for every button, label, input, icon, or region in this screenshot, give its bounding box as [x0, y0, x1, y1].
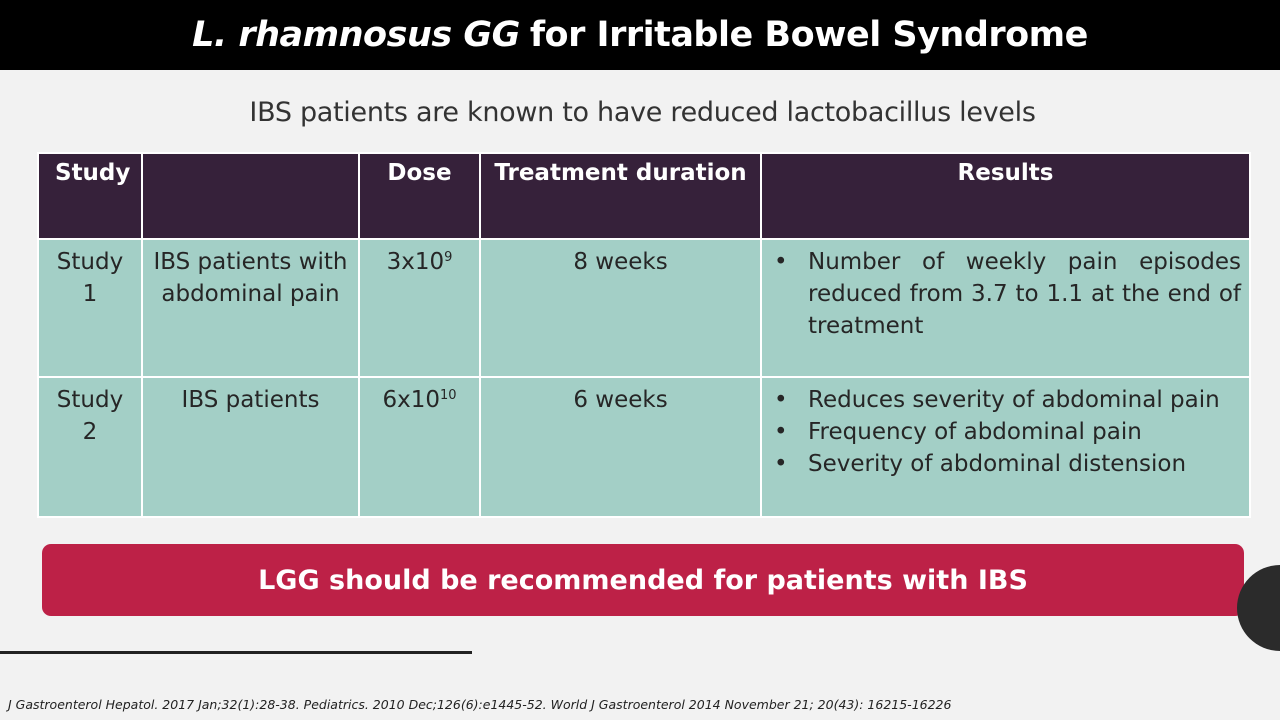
- title-organism: L. rhamnosus GG: [192, 15, 520, 55]
- cell-dose: 3x109: [358, 238, 481, 378]
- header-duration: Treatment duration: [479, 152, 762, 240]
- header-study: Study: [37, 152, 143, 240]
- cell-results: Number of weekly pain episodes reduced f…: [760, 238, 1251, 378]
- table-header-row: Study Dose Treatment duration Results: [37, 152, 1251, 240]
- cell-results: Reduces severity of abdominal pain Frequ…: [760, 376, 1251, 518]
- result-item: Number of weekly pain episodes reduced f…: [770, 246, 1241, 342]
- result-item: Frequency of abdominal pain: [770, 416, 1241, 448]
- dose-exponent: 10: [439, 388, 457, 403]
- conclusion-banner: LGG should be recommended for patients w…: [42, 544, 1244, 616]
- header-dose: Dose: [358, 152, 481, 240]
- dose-base: 6x10: [382, 387, 440, 413]
- table-row: Study 2 IBS patients 6x1010 6 weeks Redu…: [37, 376, 1251, 518]
- slide-subtitle: IBS patients are known to have reduced l…: [249, 97, 1036, 128]
- cell-duration: 8 weeks: [479, 238, 762, 378]
- footnote-divider: [0, 651, 472, 654]
- table-row: Study 1 IBS patients with abdominal pain…: [37, 238, 1251, 378]
- cell-population: IBS patients: [141, 376, 360, 518]
- result-item: Reduces severity of abdominal pain: [770, 384, 1241, 416]
- title-rest: for Irritable Bowel Syndrome: [529, 15, 1089, 55]
- references: J Gastroenterol Hepatol. 2017 Jan;32(1):…: [8, 697, 952, 712]
- slide-title: L. rhamnosus GG for Irritable Bowel Synd…: [0, 0, 1280, 70]
- study-table: Study Dose Treatment duration Results St…: [37, 152, 1251, 518]
- cell-study: Study 2: [37, 376, 143, 518]
- cell-duration: 6 weeks: [479, 376, 762, 518]
- header-population: [141, 152, 360, 240]
- dose-base: 3x10: [386, 249, 445, 275]
- dose-exponent: 9: [444, 250, 453, 265]
- header-results: Results: [760, 152, 1251, 240]
- cell-study: Study 1: [37, 238, 143, 378]
- cell-population: IBS patients with abdominal pain: [141, 238, 360, 378]
- result-item: Severity of abdominal distension: [770, 448, 1241, 480]
- cell-dose: 6x1010: [358, 376, 481, 518]
